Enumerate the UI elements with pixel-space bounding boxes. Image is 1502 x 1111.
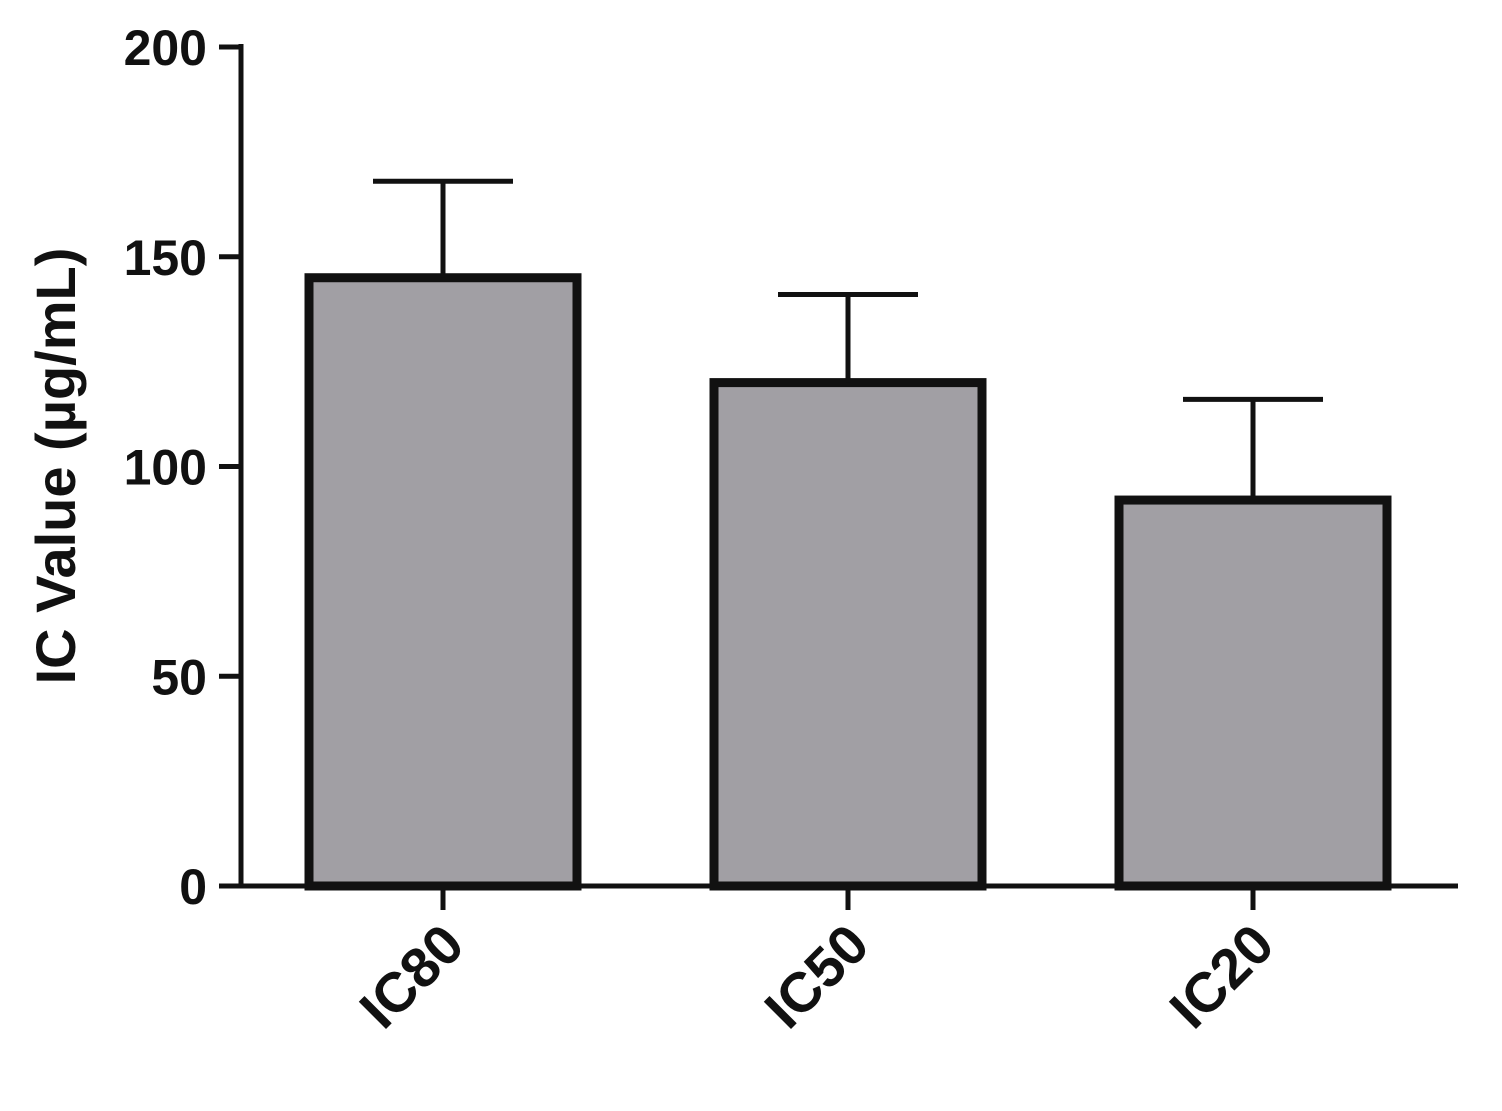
x-category-labels: IC80 IC50 IC20 — [347, 886, 1285, 1040]
y-axis-label: IC Value (µg/mL) — [24, 248, 87, 685]
bar-ic20 — [1114, 495, 1392, 891]
x-category-label-ic50: IC50 — [752, 912, 880, 1040]
y-tick-labels: 0 50 100 150 200 — [124, 20, 241, 915]
y-tick-label-0: 0 — [179, 859, 207, 915]
y-tick-label-150: 150 — [124, 230, 207, 286]
bar-ic80 — [304, 273, 582, 891]
x-category-label-ic20: IC20 — [1157, 912, 1285, 1040]
bars — [304, 273, 1392, 891]
bar-ic50 — [709, 378, 987, 891]
error-bars — [373, 178, 1323, 501]
y-tick-label-100: 100 — [124, 440, 207, 496]
y-tick-label-200: 200 — [124, 20, 207, 76]
y-tick-label-50: 50 — [151, 649, 207, 705]
x-category-label-ic80: IC80 — [347, 912, 475, 1040]
